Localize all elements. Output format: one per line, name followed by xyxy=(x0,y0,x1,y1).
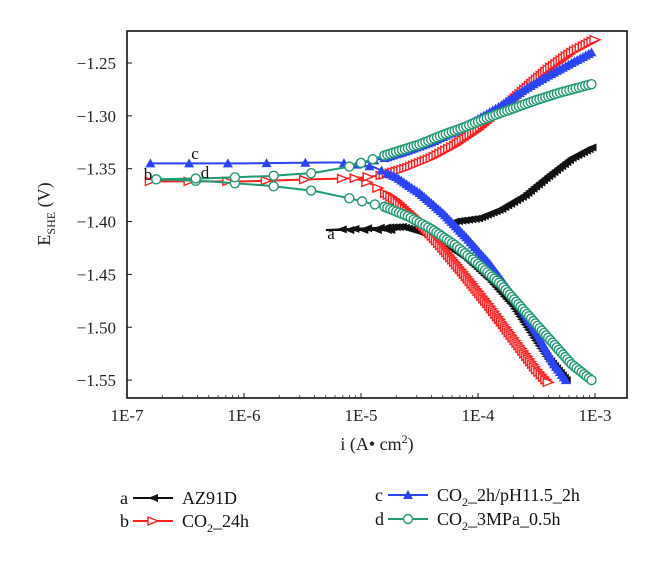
y-tick-label: −1.30 xyxy=(77,107,116,126)
data-point xyxy=(261,158,272,168)
data-point xyxy=(184,158,195,168)
data-point xyxy=(367,153,378,165)
data-point xyxy=(356,196,368,207)
legend-letter: c xyxy=(375,485,383,505)
x-tick-label: 1E-6 xyxy=(227,406,260,425)
legend-label: CO2_2h/pH11.5_2h xyxy=(437,485,580,509)
data-point xyxy=(586,143,597,152)
series-layer xyxy=(144,34,602,388)
legend-item-c: c CO2_2h/pH11.5_2h xyxy=(375,485,580,509)
x-tick-label: 1E-7 xyxy=(110,406,144,425)
legend-letter: d xyxy=(375,509,384,529)
data-point xyxy=(305,167,317,179)
data-point xyxy=(305,185,317,196)
data-point xyxy=(586,374,597,386)
legend-item-d: d CO2_3MPa_0.5h xyxy=(375,509,561,533)
curve-label-a: a xyxy=(327,224,335,243)
curve-label-b: b xyxy=(144,165,153,184)
curve-labels: a b cd xyxy=(144,144,335,243)
data-point xyxy=(190,173,201,184)
x-axis: 1E-7 1E-6 1E-5 1E-4 1E-3 xyxy=(110,393,612,425)
x-axis-title: i (A• cm2) xyxy=(340,432,413,455)
data-point xyxy=(260,175,274,186)
legend-marker xyxy=(148,494,158,502)
data-point xyxy=(268,181,279,192)
y-tick-label: −1.40 xyxy=(77,213,116,232)
data-point xyxy=(560,375,571,385)
curve-label-d: d xyxy=(201,163,210,182)
data-point xyxy=(376,165,387,175)
data-point xyxy=(355,157,367,169)
legend-item-b: b CO2_24h xyxy=(120,511,249,535)
data-point xyxy=(374,223,385,232)
legend-label: AZ91D xyxy=(182,488,237,508)
data-point xyxy=(362,224,373,233)
data-point xyxy=(349,224,360,233)
data-point xyxy=(372,183,385,194)
legend-marker xyxy=(402,513,414,525)
data-point xyxy=(349,173,363,184)
y-tick-label: −1.45 xyxy=(77,265,116,284)
y-tick-label: −1.50 xyxy=(77,318,116,337)
data-point xyxy=(300,157,311,167)
y-axis-title: ESHE (V) xyxy=(34,182,58,245)
data-point xyxy=(586,78,597,90)
data-point xyxy=(369,199,381,210)
data-point xyxy=(364,161,375,171)
curve-label-c: c xyxy=(191,144,199,163)
data-point xyxy=(586,47,597,57)
x-tick-label: 1E-5 xyxy=(344,406,377,425)
legend-item-a: a AZ91D xyxy=(120,488,237,508)
legend-label: CO2_3MPa_0.5h xyxy=(437,509,561,533)
data-point xyxy=(589,34,602,45)
y-tick-label: −1.55 xyxy=(77,371,116,390)
legend-letter: b xyxy=(120,511,129,531)
data-point xyxy=(298,174,312,185)
data-point xyxy=(336,173,350,184)
data-point xyxy=(151,174,162,185)
data-point xyxy=(336,225,347,234)
legend-label: CO2_24h xyxy=(182,511,249,535)
series-d xyxy=(151,78,597,386)
legend-letter: a xyxy=(120,488,128,508)
data-point xyxy=(542,377,556,388)
data-point xyxy=(362,171,376,182)
plot-area xyxy=(126,30,628,399)
data-point xyxy=(222,158,233,168)
data-point xyxy=(145,158,156,168)
x-tick-label: 1E-3 xyxy=(578,406,611,425)
data-point xyxy=(229,172,241,183)
y-tick-label: −1.25 xyxy=(77,54,116,73)
data-point xyxy=(268,170,279,181)
legend: a AZ91D b CO2_24h c CO2_2h/pH11.5_2hd CO2_3MPa… xyxy=(120,485,580,535)
data-point xyxy=(344,193,355,204)
data-point xyxy=(144,176,158,187)
legend-marker xyxy=(403,490,413,499)
x-tick-label: 1E-4 xyxy=(461,406,495,425)
y-tick-label: −1.35 xyxy=(77,160,116,179)
y-axis: −1.25 −1.30 −1.35 −1.40 −1.45 −1.50 −1.55 xyxy=(77,54,132,390)
legend-marker xyxy=(147,515,160,527)
data-point xyxy=(344,161,355,172)
